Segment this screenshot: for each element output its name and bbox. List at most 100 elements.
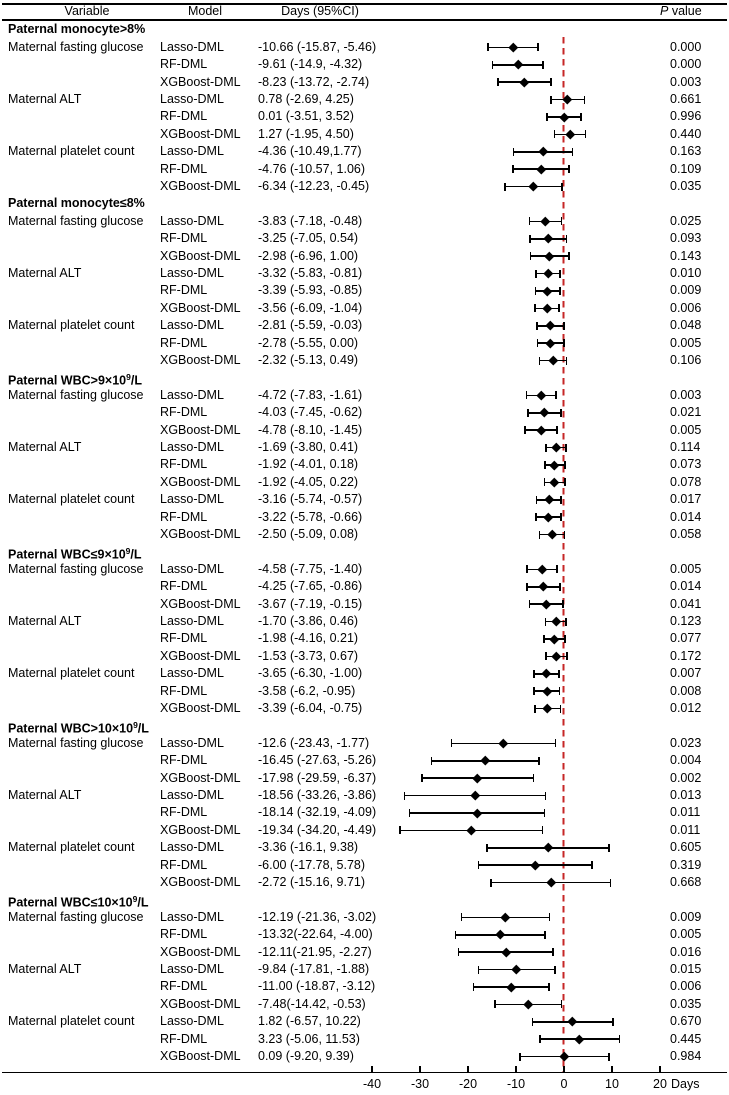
estimate-diamond <box>538 582 549 592</box>
p-value: 0.011 <box>670 805 701 820</box>
ci-cap-left <box>533 304 536 313</box>
model-label: XGBoost-DML <box>160 596 241 611</box>
ci-cap-left <box>532 669 535 678</box>
estimate-diamond <box>545 251 555 261</box>
estimate-ci-text: -4.76 (-10.57, 1.06) <box>258 161 366 176</box>
p-value: 0.440 <box>670 126 702 141</box>
estimate-diamond <box>565 129 575 140</box>
ci-cap-right <box>559 286 561 295</box>
p-value: 0.661 <box>670 91 702 106</box>
estimate-diamond <box>549 634 560 644</box>
estimate-ci-text: -8.23 (-13.72, -2.74) <box>258 74 370 89</box>
model-label: Lasso-DML <box>160 91 224 106</box>
p-value: 0.670 <box>670 1014 702 1029</box>
ci-cap-right <box>590 861 593 870</box>
ci-cap-right <box>564 478 566 487</box>
estimate-ci-text: -11.00 (-18.87, -3.12) <box>258 979 376 994</box>
p-value: 0.017 <box>670 492 702 507</box>
estimate-ci-text: -3.67 (-7.19, -0.15) <box>258 596 363 611</box>
p-value: 0.984 <box>670 1048 702 1063</box>
estimate-ci-text: -4.78 (-8.10, -1.45) <box>258 422 363 437</box>
estimate-diamond <box>541 599 552 609</box>
estimate-ci-text: -6.00 (-17.78, 5.78) <box>258 857 366 872</box>
p-value: 0.319 <box>670 857 702 872</box>
ci-cap-left <box>399 826 401 835</box>
ci-cap-right <box>568 252 570 261</box>
ci-cap-left <box>460 913 463 922</box>
x-axis-tick <box>611 1065 613 1072</box>
table-row: XGBoost-DML -8.23 (-13.72, -2.74) 0.003 <box>0 74 729 91</box>
p-value: 0.005 <box>670 335 702 350</box>
p-value: 0.058 <box>670 526 702 541</box>
estimate-diamond <box>547 529 557 540</box>
model-label: XGBoost-DML <box>160 248 241 263</box>
ci-cap-left <box>519 1052 521 1061</box>
model-label: XGBoost-DML <box>160 944 241 959</box>
estimate-diamond <box>550 460 560 470</box>
table-row: RF-DML -4.25 (-7.65, -0.86) 0.014 <box>0 578 729 595</box>
ci-cap-right <box>561 182 563 191</box>
variable-label: Maternal ALT <box>8 961 82 976</box>
p-value: 0.014 <box>670 579 702 594</box>
table-row: Maternal ALT Lasso-DML -3.32 (-5.83, -0.81… <box>0 265 729 282</box>
p-value: 0.005 <box>670 561 702 576</box>
table-row: Maternal platelet count Lasso-DML -2.81 (-… <box>0 317 729 334</box>
x-axis-tick <box>659 1065 661 1072</box>
table-row: XGBoost-DML -2.72 (-15.16, 9.71) 0.668 <box>0 874 729 891</box>
estimate-ci-text: -1.92 (-4.05, 0.22) <box>258 474 359 489</box>
model-label: XGBoost-DML <box>160 422 241 437</box>
estimate-diamond <box>528 181 539 192</box>
ci-cap-right <box>554 739 557 748</box>
estimate-ci-text: -3.36 (-16.1, 9.38) <box>258 840 359 855</box>
estimate-ci-text: -9.61 (-14.9, -4.32) <box>258 57 363 72</box>
estimate-diamond <box>544 495 554 505</box>
model-label: Lasso-DML <box>160 144 224 159</box>
model-label: RF-DML <box>160 335 208 350</box>
estimate-ci-text: -4.72 (-7.83, -1.61) <box>258 387 363 402</box>
ci-cap-right <box>559 582 561 591</box>
p-value: 0.025 <box>670 213 702 228</box>
estimate-ci-text: -3.16 (-5.74, -0.57) <box>258 492 363 507</box>
estimate-ci-text: 0.78 (-2.69, 4.25) <box>258 91 354 106</box>
section-header-row: Paternal monocyte>8% <box>0 21 729 38</box>
ci-cap-right <box>556 565 559 574</box>
p-value: 0.003 <box>670 387 702 402</box>
estimate-diamond <box>500 912 511 923</box>
p-value: 0.077 <box>670 631 702 646</box>
p-value: 0.000 <box>670 57 702 72</box>
p-value: 0.123 <box>670 613 702 628</box>
section-header-label: Paternal WBC>10×109/L <box>8 720 149 736</box>
section-header-row: Paternal WBC>10×109/L <box>0 717 729 736</box>
p-value: 0.996 <box>670 109 702 124</box>
ci-cap-left <box>512 147 515 156</box>
estimate-ci-text: -12.6 (-23.43, -1.77) <box>258 735 370 750</box>
x-axis-tick <box>563 1065 565 1072</box>
estimate-diamond <box>550 477 560 488</box>
estimate-ci-text: -1.69 (-3.80, 0.41) <box>258 439 359 454</box>
ci-cap-left <box>538 530 541 539</box>
estimate-ci-text: -1.53 (-3.73, 0.67) <box>258 648 359 663</box>
model-label: RF-DML <box>160 405 208 420</box>
section-header-label: Paternal monocyte≤8% <box>8 196 145 211</box>
model-label: XGBoost-DML <box>160 1048 241 1063</box>
model-label: Lasso-DML <box>160 39 224 54</box>
estimate-diamond <box>536 164 546 174</box>
estimate-ci-text: -12.11(-21.95, -2.27) <box>258 944 372 959</box>
p-value: 0.000 <box>670 39 702 54</box>
ci-cap-left <box>535 513 538 522</box>
estimate-diamond <box>506 982 516 992</box>
ci-cap-right <box>564 634 566 643</box>
ci-cap-left <box>538 1035 541 1044</box>
ci-cap-left <box>529 252 532 261</box>
estimate-ci-text: -2.98 (-6.96, 1.00) <box>258 248 359 263</box>
model-label: Lasso-DML <box>160 265 224 280</box>
ci-cap-right <box>566 652 568 661</box>
table-row: Maternal fasting glucose Lasso-DML -12.19 … <box>0 909 729 926</box>
table-row: XGBoost-DML 0.09 (-9.20, 9.39) 0.984 <box>0 1048 729 1065</box>
variable-label: Maternal fasting glucose <box>8 561 144 576</box>
p-value: 0.143 <box>670 248 702 263</box>
model-label: RF-DML <box>160 753 208 768</box>
ci-cap-right <box>550 78 552 87</box>
table-row: XGBoost-DML -19.34 (-34.20, -4.49) 0.011 <box>0 822 729 839</box>
ci-cap-right <box>565 234 568 243</box>
